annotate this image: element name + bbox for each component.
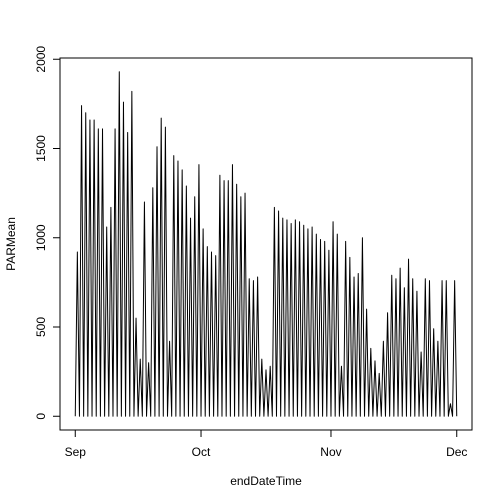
y-tick-label: 1500 [34, 135, 48, 162]
x-tick-label: Nov [320, 445, 341, 459]
y-tick-label: 2000 [34, 46, 48, 73]
y-tick-label: 500 [34, 317, 48, 337]
data-line [74, 71, 458, 417]
x-tick-label: Oct [192, 445, 211, 459]
y-tick-label: 1000 [34, 224, 48, 251]
x-axis-title: endDateTime [230, 474, 302, 488]
x-tick-label: Sep [65, 445, 87, 459]
x-tick-label: Dec [446, 445, 467, 459]
y-axis-title: PARMean [4, 217, 18, 271]
y-tick-label: 0 [34, 413, 48, 420]
